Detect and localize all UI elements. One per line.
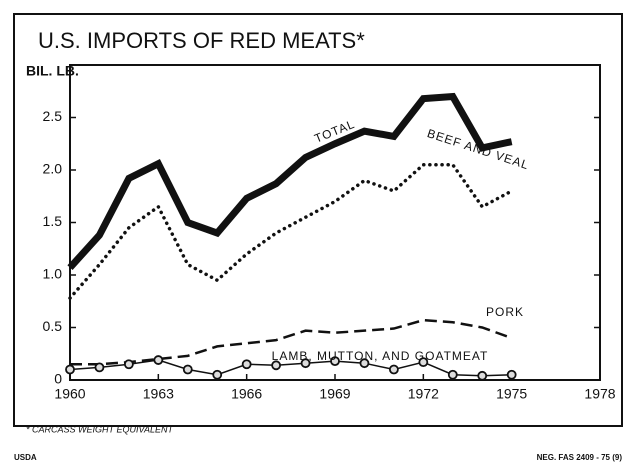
point (94, 362, 105, 373)
x-tick-label: 1969 (319, 386, 350, 402)
point (477, 370, 488, 381)
x-tick-label: 1960 (54, 386, 85, 402)
x-tick-label: 1966 (231, 386, 262, 402)
point (418, 357, 429, 368)
footnote: * CARCASS WEIGHT EQUIVALENT (26, 424, 175, 434)
point (447, 369, 458, 380)
point (271, 360, 282, 371)
y-tick-label: 1.0 (43, 266, 63, 282)
series-line (70, 318, 513, 366)
y-tick-label: 0 (54, 371, 62, 387)
point (388, 364, 399, 375)
source: USDA (14, 453, 37, 462)
point (153, 355, 164, 365)
y-tick-label: 2.0 (43, 161, 63, 177)
point (182, 364, 193, 375)
series-line (69, 359, 512, 377)
point (241, 359, 252, 370)
y-tick-label: 1.5 (43, 213, 63, 229)
plot-area (69, 64, 601, 381)
y-axis-label: BIL. LB. (26, 63, 79, 79)
point (506, 369, 517, 380)
x-tick-label: 1972 (408, 386, 439, 402)
series-label: PORK (486, 305, 524, 319)
y-tick-label: 0.5 (43, 318, 63, 334)
y-tick-label: 2.5 (43, 108, 63, 124)
series-line (68, 163, 514, 300)
point (330, 356, 340, 367)
point (123, 359, 134, 370)
point (300, 358, 311, 369)
x-tick-label: 1978 (584, 386, 615, 402)
x-tick-label: 1975 (496, 386, 527, 402)
series-label: LAMB, MUTTON, AND GOATMEAT (272, 349, 489, 363)
chart-title: U.S. IMPORTS OF RED MEATS* (38, 28, 365, 53)
frame (13, 13, 623, 427)
reference: NEG. FAS 2409 - 75 (9) (537, 453, 623, 462)
x-tick-label: 1963 (143, 386, 174, 402)
point (212, 369, 223, 380)
point (359, 358, 370, 369)
series-line (67, 92, 513, 270)
point (65, 364, 75, 375)
